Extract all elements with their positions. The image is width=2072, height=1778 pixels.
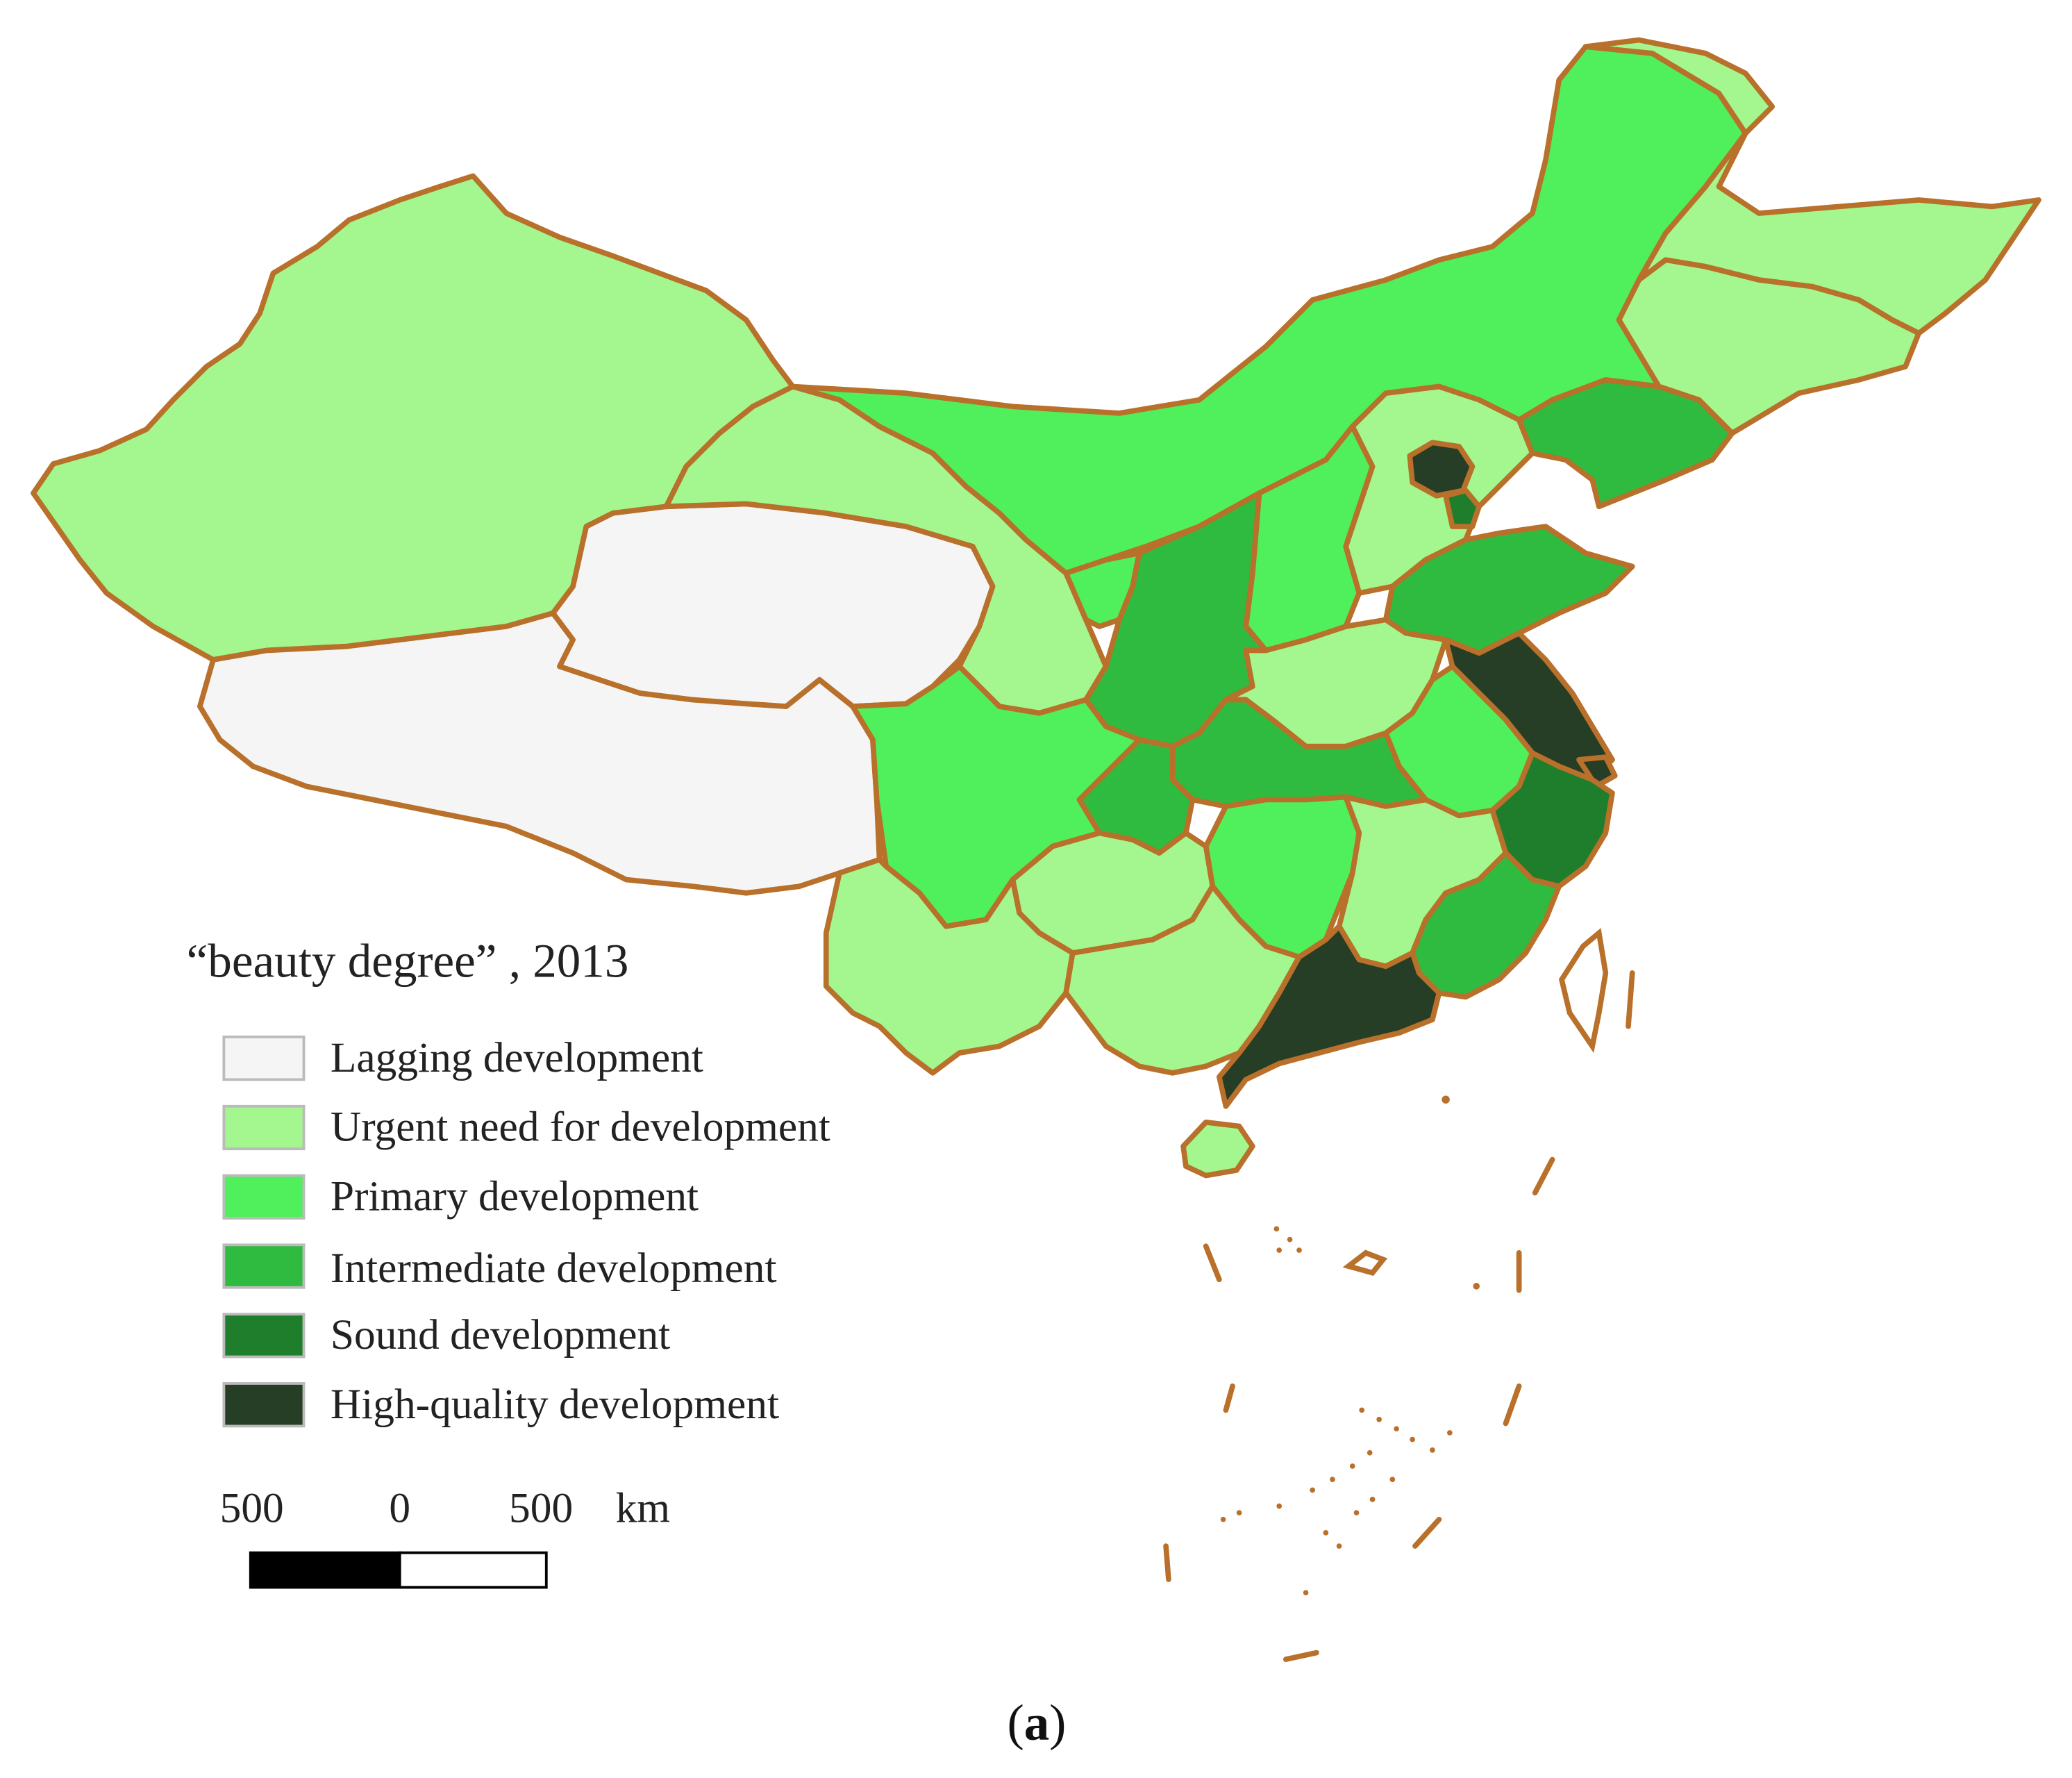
islet bbox=[1376, 1417, 1382, 1422]
islet bbox=[1310, 1488, 1315, 1493]
legend-item-primary: Primary development bbox=[224, 1172, 699, 1220]
scale-unit: km bbox=[616, 1485, 670, 1532]
island-dash-9 bbox=[1286, 1653, 1317, 1660]
figure-caption: (a) bbox=[1007, 1694, 1066, 1750]
scale-bar: 500 0 500 km bbox=[220, 1485, 670, 1588]
islet bbox=[1447, 1430, 1453, 1436]
province-hainan bbox=[1183, 1122, 1253, 1176]
islet bbox=[1350, 1463, 1355, 1469]
islet bbox=[1442, 1095, 1450, 1104]
islet bbox=[1296, 1247, 1302, 1253]
islet bbox=[1274, 1226, 1280, 1231]
caption-close: ) bbox=[1049, 1694, 1066, 1750]
island-dash-8 bbox=[1166, 1546, 1169, 1579]
islet bbox=[1237, 1510, 1242, 1515]
island-dash-3 bbox=[1206, 1246, 1219, 1279]
islet bbox=[1276, 1247, 1282, 1253]
islet bbox=[1430, 1447, 1435, 1453]
islet bbox=[1394, 1426, 1399, 1431]
legend-label: High-quality development bbox=[331, 1381, 779, 1428]
island-dash-6 bbox=[1505, 1386, 1519, 1424]
scale-label-left: 500 bbox=[220, 1485, 284, 1532]
islet bbox=[1330, 1477, 1335, 1482]
island-loop bbox=[1348, 1253, 1383, 1273]
islet bbox=[1354, 1510, 1360, 1515]
legend-label: Sound development bbox=[331, 1311, 670, 1359]
islet bbox=[1323, 1530, 1329, 1536]
caption-letter: a bbox=[1024, 1694, 1049, 1750]
province-beijing bbox=[1410, 442, 1472, 496]
legend-swatch bbox=[224, 1176, 303, 1218]
legend-swatch bbox=[224, 1106, 303, 1149]
legend-item-lagging: Lagging development bbox=[224, 1034, 703, 1081]
islet bbox=[1337, 1543, 1342, 1549]
scale-bar-black-segment bbox=[251, 1553, 400, 1588]
island-taiwan bbox=[1562, 933, 1605, 1046]
legend-item-urgent: Urgent need for development bbox=[224, 1104, 830, 1151]
legend-item-intermediate: Intermediate development bbox=[224, 1245, 776, 1292]
islet bbox=[1359, 1407, 1364, 1413]
island-dash-7 bbox=[1415, 1520, 1439, 1546]
caption-open: ( bbox=[1007, 1694, 1024, 1750]
legend-swatch bbox=[224, 1314, 303, 1356]
islet bbox=[1473, 1283, 1480, 1290]
island-dash-2 bbox=[1535, 1160, 1553, 1193]
scale-label-center: 0 bbox=[389, 1485, 410, 1532]
island-dash-5 bbox=[1226, 1386, 1233, 1411]
scale-bar-white-segment bbox=[400, 1553, 546, 1588]
islet bbox=[1389, 1477, 1395, 1482]
legend-label: Primary development bbox=[331, 1172, 699, 1220]
islet bbox=[1367, 1450, 1373, 1456]
legend-label: Intermediate development bbox=[331, 1245, 777, 1292]
legend-swatch bbox=[224, 1037, 303, 1079]
islet bbox=[1410, 1437, 1415, 1443]
legend-item-sound: Sound development bbox=[224, 1311, 670, 1359]
legend: “beauty degree” , 2013 Lagging developme… bbox=[187, 934, 830, 1428]
legend-swatch bbox=[224, 1384, 303, 1426]
legend-label: Lagging development bbox=[331, 1034, 703, 1081]
islet bbox=[1287, 1237, 1293, 1243]
legend-label: Urgent need for development bbox=[331, 1104, 830, 1151]
province-liaoning bbox=[1519, 380, 1732, 506]
island-dash-1 bbox=[1628, 973, 1632, 1027]
islet bbox=[1221, 1517, 1226, 1522]
province-layer bbox=[33, 40, 2039, 1176]
islet bbox=[1276, 1504, 1282, 1509]
scale-label-right: 500 bbox=[509, 1485, 573, 1532]
legend-item-high-quality: High-quality development bbox=[224, 1381, 779, 1428]
islet bbox=[1303, 1590, 1309, 1595]
legend-title: “beauty degree” , 2013 bbox=[187, 934, 629, 988]
legend-swatch bbox=[224, 1245, 303, 1287]
islet bbox=[1370, 1497, 1376, 1502]
